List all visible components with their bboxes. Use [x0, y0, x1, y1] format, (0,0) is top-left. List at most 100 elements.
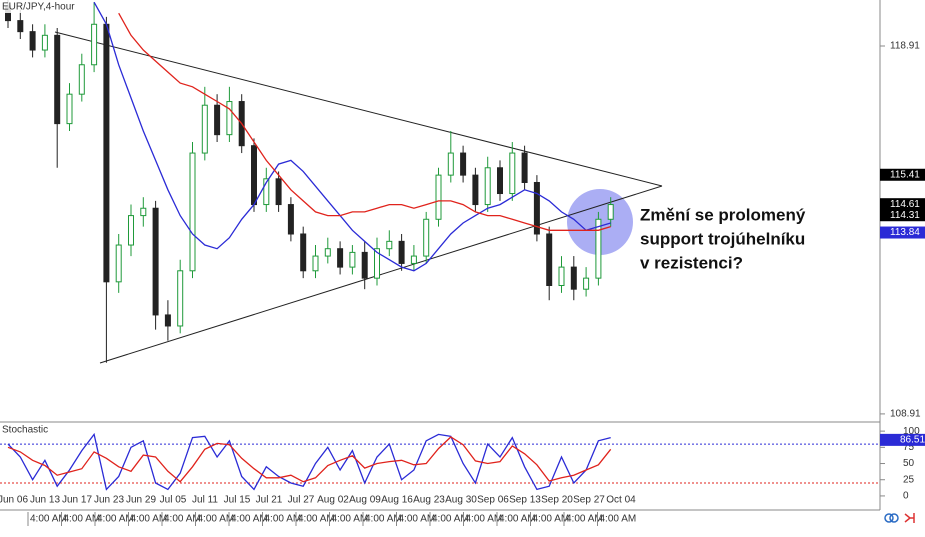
- price-label: 114.31: [890, 210, 920, 221]
- y-tick-label: 75: [903, 442, 915, 453]
- x-tick-label: Jul 11: [192, 495, 218, 506]
- candle-body: [115, 244, 122, 283]
- candle-body: [558, 266, 565, 287]
- time-label: 4:00 AM: [600, 514, 637, 525]
- candle-body: [337, 248, 344, 268]
- candle-body: [226, 101, 233, 136]
- candle-body: [484, 167, 491, 206]
- candle-body: [91, 23, 98, 66]
- time-label: 4:00 AM: [466, 514, 503, 525]
- x-tick-label: Aug 02: [317, 495, 349, 506]
- annotation: v rezistenci?: [640, 253, 743, 272]
- time-label: 4:00 AM: [64, 514, 101, 525]
- candle-body: [275, 178, 282, 206]
- price-label-box: [880, 209, 925, 222]
- indicator-line: [118, 12, 611, 231]
- x-tick-label: Jul 27: [288, 495, 315, 506]
- value-label: 86.51: [900, 435, 925, 446]
- time-label: 4:00 AM: [30, 514, 67, 525]
- title-bg: [0, 0, 70, 13]
- x-tick-label: Aug 30: [445, 495, 477, 506]
- time-label: 4:00 AM: [265, 514, 302, 525]
- x-tick-label: Jul 21: [256, 495, 283, 506]
- candle-body: [78, 64, 85, 95]
- candle-body: [29, 31, 36, 51]
- candle-body: [374, 248, 380, 279]
- candle-body: [251, 145, 257, 206]
- time-label: 4:00 AM: [198, 514, 235, 525]
- x-tick-label: Aug 09: [349, 495, 381, 506]
- indicator-line: [7, 432, 611, 491]
- time-label: 4:00 AM: [499, 514, 536, 525]
- time-label: 4:00 AM: [131, 514, 168, 525]
- candle-body: [189, 152, 196, 272]
- candle-body: [533, 181, 540, 235]
- candle-body: [41, 34, 48, 51]
- candle-body: [595, 218, 602, 279]
- time-label: 4:00 AM: [97, 514, 134, 525]
- price-label-box: [880, 168, 925, 181]
- candle-body: [521, 152, 528, 183]
- trendline-upper: [54, 31, 663, 187]
- candle-body: [509, 152, 516, 195]
- candle-body: [472, 174, 479, 206]
- candle-body: [128, 215, 134, 246]
- corner-icons[interactable]: [884, 513, 915, 523]
- icon-exit[interactable]: [904, 513, 915, 523]
- candle-body: [140, 207, 147, 217]
- time-label: 4:00 AM: [164, 514, 201, 525]
- candle-body: [570, 266, 577, 290]
- x-tick-label: Jul 05: [160, 495, 187, 506]
- candle-body: [583, 277, 590, 290]
- y-tick-label: 25: [903, 474, 915, 485]
- candle-body: [300, 233, 307, 272]
- annotation: Změní se prolomený: [640, 205, 806, 224]
- price-label: 113.84: [890, 227, 920, 238]
- icon-link[interactable]: [884, 513, 894, 523]
- candle-body: [361, 251, 368, 279]
- annotation: support trojúhelníku: [640, 229, 805, 248]
- x-tick-label: Sep 27: [573, 495, 605, 506]
- x-tick-label: Jun 13: [30, 495, 60, 506]
- x-tick-label: Aug 16: [381, 495, 413, 506]
- time-label: 4:00 AM: [332, 514, 369, 525]
- price-label: 114.61: [890, 199, 920, 210]
- y-tick-label: 0: [903, 491, 909, 502]
- candle-body: [177, 270, 184, 327]
- candle-body: [66, 93, 73, 125]
- time-label: 4:00 AM: [533, 514, 570, 525]
- x-tick-label: Jun 06: [0, 495, 28, 506]
- time-label: 4:00 AM: [432, 514, 469, 525]
- time-label: 4:00 AM: [566, 514, 603, 525]
- time-label: 4:00 AM: [399, 514, 436, 525]
- candle-body: [17, 20, 24, 33]
- candle-body: [546, 233, 553, 287]
- y-tick-label: 108.91: [890, 409, 921, 420]
- candle-body: [214, 104, 221, 136]
- candle-body: [287, 204, 294, 235]
- y-tick-label: 100: [903, 426, 920, 437]
- candle-body: [201, 104, 208, 154]
- candle-body: [410, 255, 417, 264]
- candle-body: [460, 152, 467, 176]
- price-label-box: [880, 198, 925, 211]
- time-label: 4:00 AM: [365, 514, 402, 525]
- indicator-line: [7, 436, 612, 483]
- time-label: 4:00 AM: [298, 514, 335, 525]
- panel-title-bg: [0, 424, 44, 436]
- candle-body: [54, 34, 61, 125]
- candle-body: [103, 23, 110, 283]
- candle-body: [312, 255, 319, 272]
- candle-body: [435, 174, 442, 220]
- price-label-box: [880, 226, 925, 239]
- candle-body: [152, 207, 159, 316]
- icon-link[interactable]: [889, 513, 899, 523]
- x-tick-label: Aug 23: [413, 495, 445, 506]
- candle-body: [423, 218, 430, 257]
- x-tick-label: Sep 13: [509, 495, 541, 506]
- panel-title: Stochastic: [2, 425, 48, 436]
- candle-body: [607, 204, 614, 220]
- y-tick-label: 118.91: [890, 41, 920, 52]
- y-tick-label: 50: [903, 458, 915, 469]
